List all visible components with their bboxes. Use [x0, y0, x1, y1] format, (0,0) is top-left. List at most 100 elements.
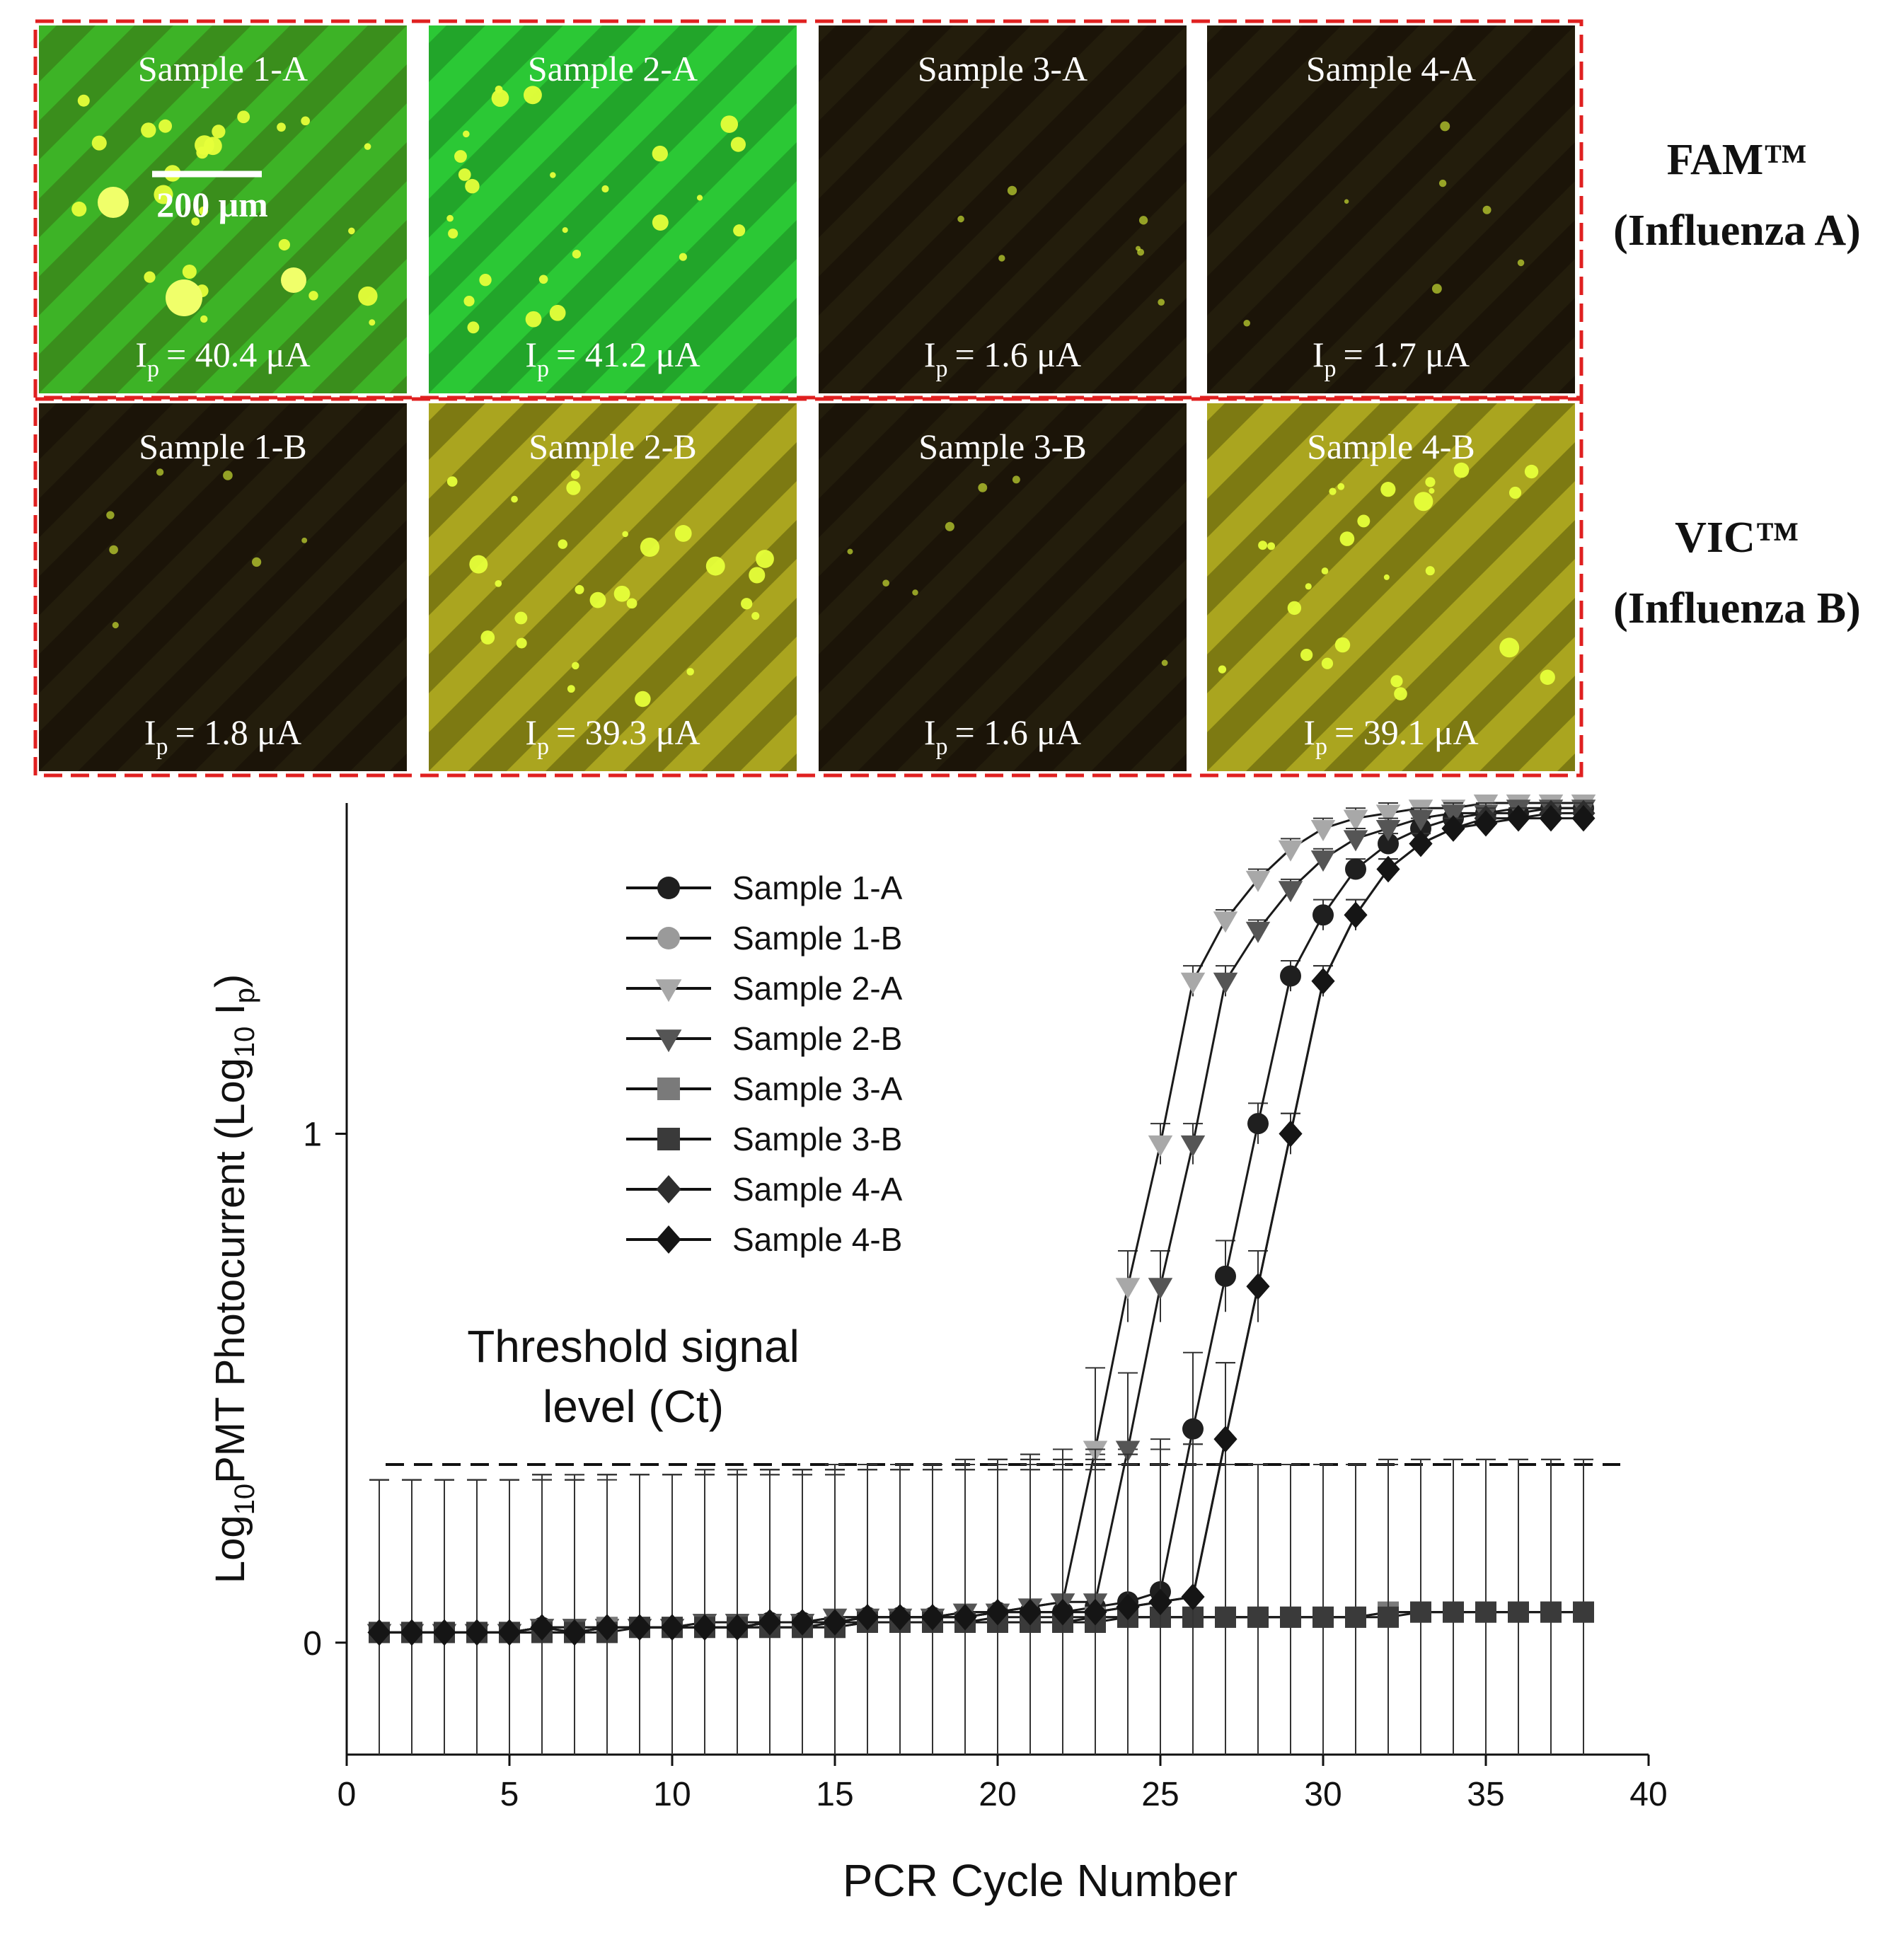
fluorescent-spot	[91, 135, 107, 151]
fluorescent-spot	[1390, 675, 1403, 688]
large-fluorescent-spot	[281, 267, 306, 293]
electrode-stripe	[819, 25, 1187, 393]
data-point	[1115, 1440, 1141, 1462]
fluorescent-spot	[199, 206, 209, 216]
ip-subscript: p	[1315, 734, 1327, 760]
fluorescent-spot	[1138, 216, 1148, 225]
electrode-stripe	[117, 103, 407, 393]
sample-label: Sample 3-A	[918, 49, 1087, 88]
legend-marker	[656, 1175, 681, 1203]
ip-symbol: I	[924, 712, 936, 752]
electrode-stripe	[1207, 25, 1458, 277]
fluorescent-spot	[1425, 477, 1436, 487]
ip-symbol: I	[144, 712, 156, 752]
ip-subscript: p	[936, 356, 948, 382]
x-tick-label: 0	[337, 1776, 357, 1813]
ip-subscript: p	[1325, 356, 1337, 382]
photocurrent-label: Ip = 39.1 μA	[1303, 712, 1478, 760]
large-fluorescent-spot	[98, 187, 129, 218]
electrode-stripe	[429, 403, 797, 771]
electrode-stripe	[1207, 403, 1380, 577]
legend-label: Sample 4-B	[732, 1221, 902, 1258]
fluorescent-spot	[686, 668, 694, 676]
fluorescent-spot	[141, 122, 156, 138]
data-point	[628, 1614, 652, 1641]
fluorescent-spot	[1334, 637, 1351, 653]
fluorescent-spot	[212, 125, 226, 139]
fluorescent-spot	[1321, 657, 1334, 669]
x-tick-label: 20	[979, 1776, 1016, 1813]
electrode-stripe	[39, 403, 407, 771]
fluorescent-spot	[720, 115, 739, 133]
electrode-stripe	[1207, 25, 1575, 393]
series-line	[379, 802, 1583, 1634]
electrode-stripe	[350, 715, 407, 771]
fluorescent-spot	[562, 227, 568, 233]
data-point	[1375, 804, 1401, 826]
data-point	[1116, 1593, 1140, 1621]
fluorescent-spot	[741, 598, 753, 610]
electrode-stripe	[819, 25, 1070, 277]
sample-label: Sample 4-B	[1307, 427, 1475, 466]
electrode-stripe	[819, 403, 914, 499]
fluorescent-spot	[277, 122, 286, 132]
electrode-stripe	[507, 103, 797, 393]
fluorescent-spot	[635, 691, 651, 707]
fluorescent-spot	[467, 321, 480, 334]
data-point	[1247, 1606, 1269, 1628]
legend-label: Sample 1-A	[732, 870, 903, 906]
electrode-stripe	[429, 25, 680, 277]
image-panel-2-1: Sample 1-B Ip = 1.8 μA	[39, 403, 407, 771]
electrode-stripe	[429, 403, 758, 732]
legend-marker	[655, 979, 682, 1003]
ip-symbol: I	[135, 335, 147, 374]
electrode-stripe	[819, 403, 1148, 732]
fluorescent-spot	[613, 585, 630, 602]
series-line	[379, 807, 1583, 1634]
ip-symbol: I	[525, 335, 537, 374]
fluorescent-spot	[1321, 567, 1329, 574]
fluorescent-spot	[978, 483, 988, 492]
data-point	[1540, 1601, 1562, 1623]
fluorescent-spot	[463, 295, 475, 307]
channel-label: VIC™	[1675, 514, 1799, 562]
fluorescence-panels: Sample 1-A Ip = 40.4 μA 200 μm Sample 2-A Ip =…	[33, 19, 1861, 778]
x-tick-label: 15	[816, 1776, 853, 1813]
data-point	[1278, 881, 1303, 903]
fluorescent-spot	[1440, 121, 1450, 132]
data-point	[1343, 809, 1368, 831]
fluorescent-spot	[1380, 482, 1396, 497]
fluorescent-spot	[622, 531, 628, 538]
electrode-stripe	[429, 25, 446, 43]
electrode-stripe	[429, 25, 524, 121]
fluorescent-spot	[71, 201, 87, 217]
data-point	[888, 1604, 912, 1631]
data-point	[660, 1614, 684, 1641]
data-point	[1375, 819, 1401, 841]
fluorescent-spot	[204, 137, 222, 156]
fluorescent-spot	[1137, 248, 1145, 256]
ip-symbol: I	[1303, 712, 1315, 752]
data-point	[1213, 911, 1238, 933]
fluorescent-spot	[106, 511, 115, 519]
electrode-stripe	[662, 637, 797, 771]
fluorescent-spot	[479, 274, 492, 287]
fluorescent-spot	[308, 291, 318, 301]
fluorescent-spot	[458, 168, 471, 181]
ip-value: = 39.3 μA	[556, 712, 700, 752]
fluorescent-spot	[1300, 648, 1313, 662]
image-panel-2-2: Sample 2-B Ip = 39.3 μA	[429, 403, 797, 771]
data-point	[595, 1614, 619, 1641]
fluorescent-spot	[549, 304, 566, 321]
sample-label: Sample 4-A	[1306, 49, 1476, 88]
fluorescent-spot	[1540, 669, 1555, 685]
legend-marker	[655, 1029, 682, 1053]
data-point	[855, 1604, 879, 1631]
legend-marker	[657, 927, 680, 949]
fluorescent-spot	[558, 539, 568, 549]
fluorescent-spot	[1438, 179, 1447, 187]
legend-label: Sample 2-B	[732, 1020, 902, 1057]
fluorescent-spot	[454, 150, 467, 163]
channel-label: FAM™	[1667, 136, 1808, 184]
data-point	[1148, 1278, 1173, 1300]
